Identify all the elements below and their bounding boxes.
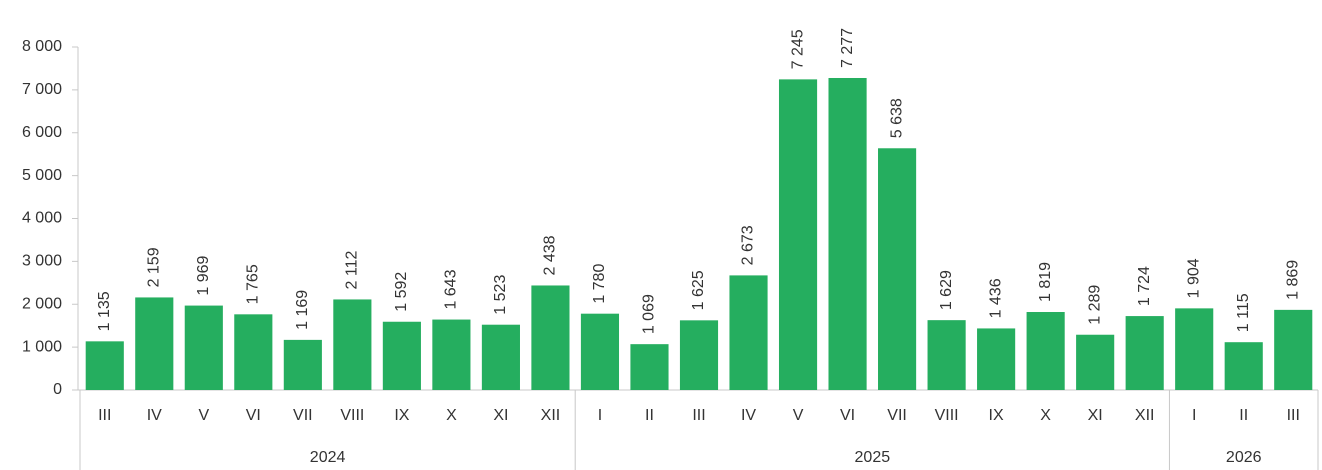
value-label: 1 289 bbox=[1086, 285, 1103, 325]
bar bbox=[828, 77, 867, 390]
x-tick-label: IX bbox=[989, 407, 1004, 424]
value-label: 1 724 bbox=[1136, 266, 1153, 306]
x-tick-label: IV bbox=[147, 407, 162, 424]
value-label: 1 869 bbox=[1284, 260, 1301, 300]
value-label: 1 765 bbox=[245, 264, 262, 304]
bar bbox=[432, 319, 471, 390]
value-label: 1 780 bbox=[591, 264, 608, 304]
x-tick-label: III bbox=[692, 407, 705, 424]
x-tick-label: III bbox=[1287, 407, 1300, 424]
x-tick-label: I bbox=[598, 407, 602, 424]
x-tick-label: I bbox=[1192, 407, 1196, 424]
x-tick-label: IX bbox=[394, 407, 409, 424]
y-tick-label: 1 000 bbox=[22, 338, 62, 355]
bar bbox=[382, 321, 421, 390]
group-label: 2024 bbox=[310, 449, 346, 466]
x-tick-label: II bbox=[1239, 407, 1248, 424]
x-tick-label: V bbox=[793, 407, 804, 424]
y-tick-label: 3 000 bbox=[22, 253, 62, 270]
bar bbox=[283, 339, 322, 390]
bar bbox=[184, 305, 223, 390]
bar bbox=[481, 324, 520, 390]
y-tick-label: 5 000 bbox=[22, 167, 62, 184]
value-label: 1 625 bbox=[690, 270, 707, 310]
value-label: 1 436 bbox=[987, 278, 1004, 318]
x-tick-label: X bbox=[1040, 407, 1051, 424]
bar bbox=[85, 341, 124, 390]
x-tick-label: VII bbox=[293, 407, 313, 424]
value-label: 1 629 bbox=[938, 270, 955, 310]
value-label: 1 069 bbox=[641, 294, 658, 334]
y-tick-label: 7 000 bbox=[22, 81, 62, 98]
bar bbox=[630, 344, 669, 390]
x-tick-label: VIII bbox=[340, 407, 364, 424]
x-tick-label: IV bbox=[741, 407, 756, 424]
bar bbox=[1175, 308, 1214, 390]
value-label: 1 135 bbox=[96, 291, 113, 331]
group-label: 2026 bbox=[1226, 449, 1262, 466]
bar bbox=[878, 148, 917, 390]
y-tick-label: 6 000 bbox=[22, 124, 62, 141]
value-label: 1 523 bbox=[492, 275, 509, 315]
y-tick-label: 2 000 bbox=[22, 295, 62, 312]
bar bbox=[333, 299, 372, 390]
value-label: 1 115 bbox=[1235, 293, 1252, 332]
x-tick-label: VIII bbox=[935, 407, 959, 424]
bar bbox=[135, 297, 174, 390]
x-tick-label: VI bbox=[246, 407, 261, 424]
bar bbox=[977, 328, 1016, 390]
bar bbox=[1224, 342, 1263, 390]
x-tick-label: XII bbox=[1135, 407, 1155, 424]
value-label: 1 169 bbox=[294, 290, 311, 330]
y-tick-label: 0 bbox=[53, 381, 62, 398]
x-tick-label: XI bbox=[493, 407, 508, 424]
x-tick-label: XI bbox=[1088, 407, 1103, 424]
value-label: 1 643 bbox=[443, 269, 460, 309]
value-label: 1 969 bbox=[195, 255, 212, 295]
bar bbox=[1076, 334, 1115, 390]
bar bbox=[1026, 312, 1065, 390]
y-tick-label: 8 000 bbox=[22, 38, 62, 55]
x-tick-label: III bbox=[98, 407, 111, 424]
value-label: 1 592 bbox=[393, 272, 410, 312]
value-label: 2 159 bbox=[145, 247, 162, 287]
value-label: 7 245 bbox=[789, 29, 806, 69]
value-label: 7 277 bbox=[839, 28, 856, 68]
x-tick-label: X bbox=[446, 407, 457, 424]
x-tick-label: VI bbox=[840, 407, 855, 424]
group-label: 2025 bbox=[855, 449, 891, 466]
bar bbox=[679, 320, 719, 390]
bar bbox=[234, 314, 273, 390]
bar bbox=[1125, 316, 1164, 390]
value-label: 2 112 bbox=[344, 250, 361, 289]
value-label: 1 904 bbox=[1185, 258, 1202, 298]
bar bbox=[580, 313, 620, 390]
value-label: 5 638 bbox=[888, 98, 905, 138]
bar bbox=[729, 275, 768, 390]
bar bbox=[778, 79, 818, 390]
bar bbox=[531, 285, 570, 390]
bar bbox=[1274, 309, 1313, 390]
x-tick-label: II bbox=[645, 407, 654, 424]
x-tick-label: XII bbox=[541, 407, 561, 424]
value-label: 2 673 bbox=[740, 225, 757, 265]
y-tick-label: 4 000 bbox=[22, 210, 62, 227]
x-tick-label: V bbox=[198, 407, 209, 424]
value-label: 1 819 bbox=[1037, 262, 1054, 302]
bar bbox=[927, 320, 966, 390]
value-label: 2 438 bbox=[542, 235, 559, 275]
x-tick-label: VII bbox=[887, 407, 907, 424]
